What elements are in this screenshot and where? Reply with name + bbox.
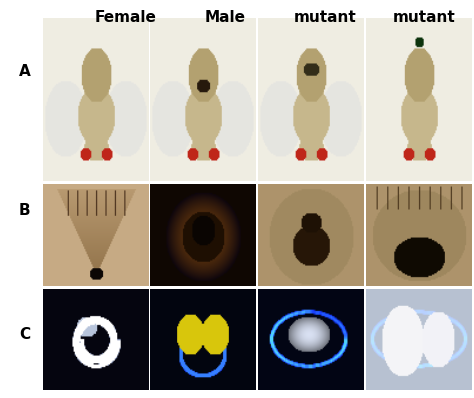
Text: mutant: mutant [293, 10, 356, 25]
Text: Female: Female [95, 10, 156, 25]
Text: B: B [19, 203, 31, 219]
Text: C: C [19, 327, 30, 342]
Text: A: A [19, 64, 31, 79]
Text: mutant: mutant [393, 10, 456, 25]
Text: Male: Male [205, 10, 246, 25]
